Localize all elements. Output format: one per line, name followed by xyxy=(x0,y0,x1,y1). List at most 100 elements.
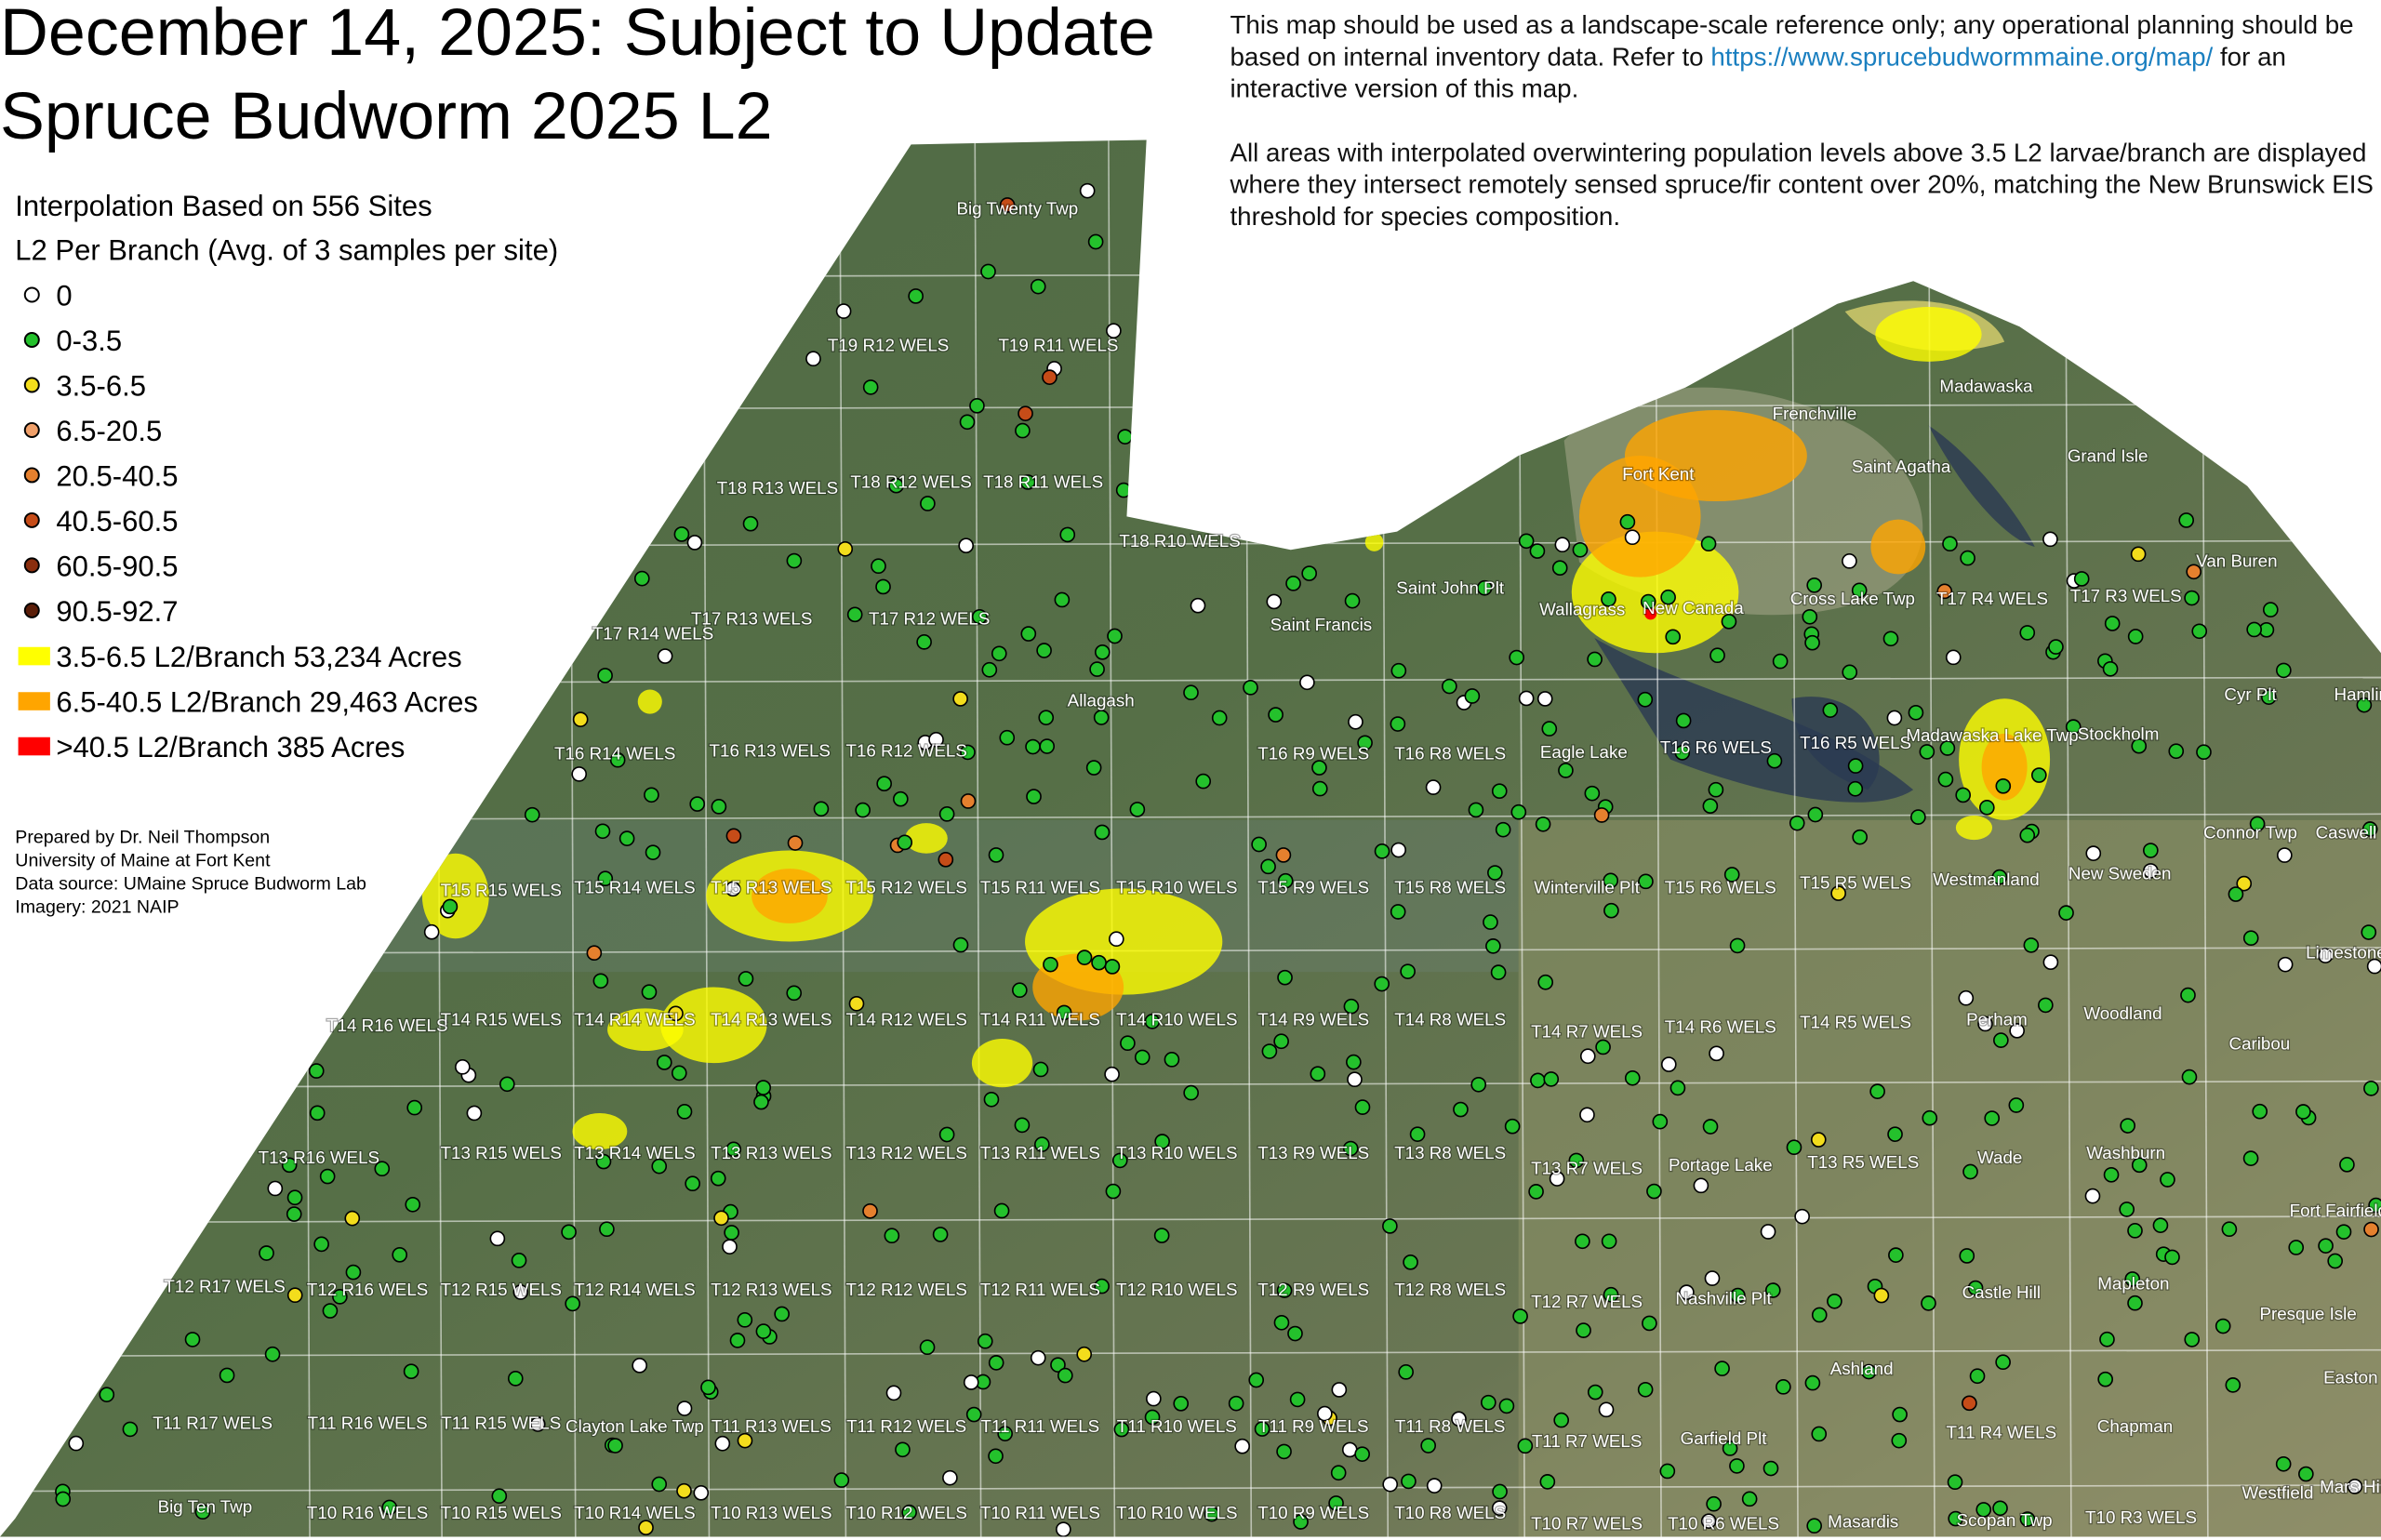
grid-line xyxy=(0,271,2381,279)
site-point xyxy=(2276,662,2292,679)
site-point xyxy=(846,606,863,623)
site-point xyxy=(919,1339,936,1356)
place-label: Saint John Plt xyxy=(1396,578,1505,598)
site-point xyxy=(1042,369,1057,385)
place-label: T17 R13 WELS xyxy=(691,608,812,628)
site-point xyxy=(1076,1346,1093,1362)
site-point xyxy=(619,830,635,846)
place-label: T10 R12 WELS xyxy=(846,1503,967,1522)
site-point xyxy=(442,898,459,915)
site-point xyxy=(1807,806,1824,823)
site-point xyxy=(1498,1398,1515,1414)
site-point xyxy=(897,834,913,851)
site-point xyxy=(993,1202,1010,1219)
site-point xyxy=(1539,1474,1556,1490)
site-point xyxy=(1390,716,1406,732)
site-point xyxy=(1144,1014,1161,1029)
site-point xyxy=(1043,956,1058,973)
place-label: Eagle Lake xyxy=(1540,742,1628,762)
site-point xyxy=(1575,1233,1590,1250)
site-point xyxy=(1549,1171,1565,1187)
site-point xyxy=(938,1126,955,1143)
site-point xyxy=(1342,1140,1359,1157)
place-label: T10 R10 WELS xyxy=(1116,1503,1237,1522)
site-point xyxy=(2252,1103,2268,1120)
legend-swatch xyxy=(18,737,50,756)
site-point xyxy=(99,1387,115,1403)
site-point xyxy=(1195,773,1212,790)
credit-line: Imagery: 2021 NAIP xyxy=(15,896,179,917)
site-point xyxy=(571,766,588,782)
site-point xyxy=(2084,1188,2101,1204)
site-point xyxy=(2019,625,2036,641)
site-point xyxy=(2119,1201,2135,1217)
site-point xyxy=(737,1312,753,1328)
site-point xyxy=(676,1104,693,1120)
site-point xyxy=(673,526,690,542)
place-label: T13 R5 WELS xyxy=(1807,1152,1919,1172)
site-point xyxy=(1939,740,1956,756)
place-label: Fort Fairfield xyxy=(2290,1201,2381,1220)
site-point xyxy=(1659,1463,1676,1480)
note-paragraph: All areas with interpolated overwinterin… xyxy=(1230,138,2374,232)
site-point xyxy=(1518,690,1535,707)
site-point xyxy=(1485,938,1501,954)
site-point xyxy=(983,1091,1000,1108)
site-point xyxy=(729,1333,746,1348)
site-point xyxy=(888,477,904,494)
place-label: T10 R7 WELS xyxy=(1531,1513,1643,1533)
site-point xyxy=(1810,1132,1827,1148)
site-point xyxy=(2339,1157,2355,1173)
site-point xyxy=(1945,649,1962,666)
site-point xyxy=(1528,1184,1544,1200)
site-point xyxy=(725,881,741,897)
site-point xyxy=(786,552,803,569)
legend-label: 40.5-60.5 xyxy=(56,505,178,538)
infestation-area xyxy=(421,853,489,939)
site-point xyxy=(2143,843,2159,858)
place-label: T14 R16 WELS xyxy=(326,1016,447,1035)
place-label: Big Twenty Twp xyxy=(957,199,1079,219)
site-point xyxy=(1343,998,1360,1015)
site-point xyxy=(1094,824,1111,841)
site-point xyxy=(981,661,998,678)
site-point xyxy=(1637,691,1654,708)
legend-label: >40.5 L2/Branch 385 Acres xyxy=(56,731,405,763)
site-point xyxy=(1120,1035,1136,1052)
site-point xyxy=(1491,783,1508,800)
site-point xyxy=(2164,1249,2180,1266)
place-label: T13 R9 WELS xyxy=(1257,1143,1369,1162)
site-point xyxy=(1301,565,1318,581)
site-point xyxy=(908,288,924,304)
site-point xyxy=(1794,1208,1810,1225)
site-point xyxy=(1310,1066,1326,1082)
place-label: Van Buren xyxy=(2196,551,2277,570)
site-point xyxy=(1693,1177,1709,1194)
map-link[interactable]: https://www.sprucebudwormmaine.org/map/ xyxy=(1710,42,2214,72)
site-point xyxy=(1173,1395,1190,1412)
site-point xyxy=(1251,836,1267,853)
place-label: T14 R12 WELS xyxy=(846,1009,967,1029)
site-point xyxy=(774,1306,790,1322)
site-point xyxy=(267,1180,284,1197)
site-point xyxy=(1669,1080,1686,1096)
site-point xyxy=(2318,1238,2334,1255)
site-point xyxy=(1811,1426,1828,1442)
site-point xyxy=(2103,1166,2120,1183)
site-point xyxy=(651,1476,668,1493)
site-point xyxy=(1888,1247,1904,1263)
site-point xyxy=(1401,1473,1417,1490)
place-label: T14 R11 WELS xyxy=(980,1009,1100,1029)
place-label: Big Ten Twp xyxy=(158,1496,253,1516)
place-label: T12 R13 WELS xyxy=(711,1280,831,1299)
legend-swatch xyxy=(23,557,40,574)
place-label: T16 R12 WELS xyxy=(846,740,967,760)
site-point xyxy=(2143,863,2159,879)
site-point xyxy=(1674,745,1691,761)
legend-swatch xyxy=(23,286,40,303)
site-point xyxy=(561,1224,577,1241)
site-point xyxy=(2019,827,2036,843)
site-point xyxy=(1056,1521,1071,1537)
site-point xyxy=(1243,680,1258,696)
site-point xyxy=(392,1246,408,1263)
